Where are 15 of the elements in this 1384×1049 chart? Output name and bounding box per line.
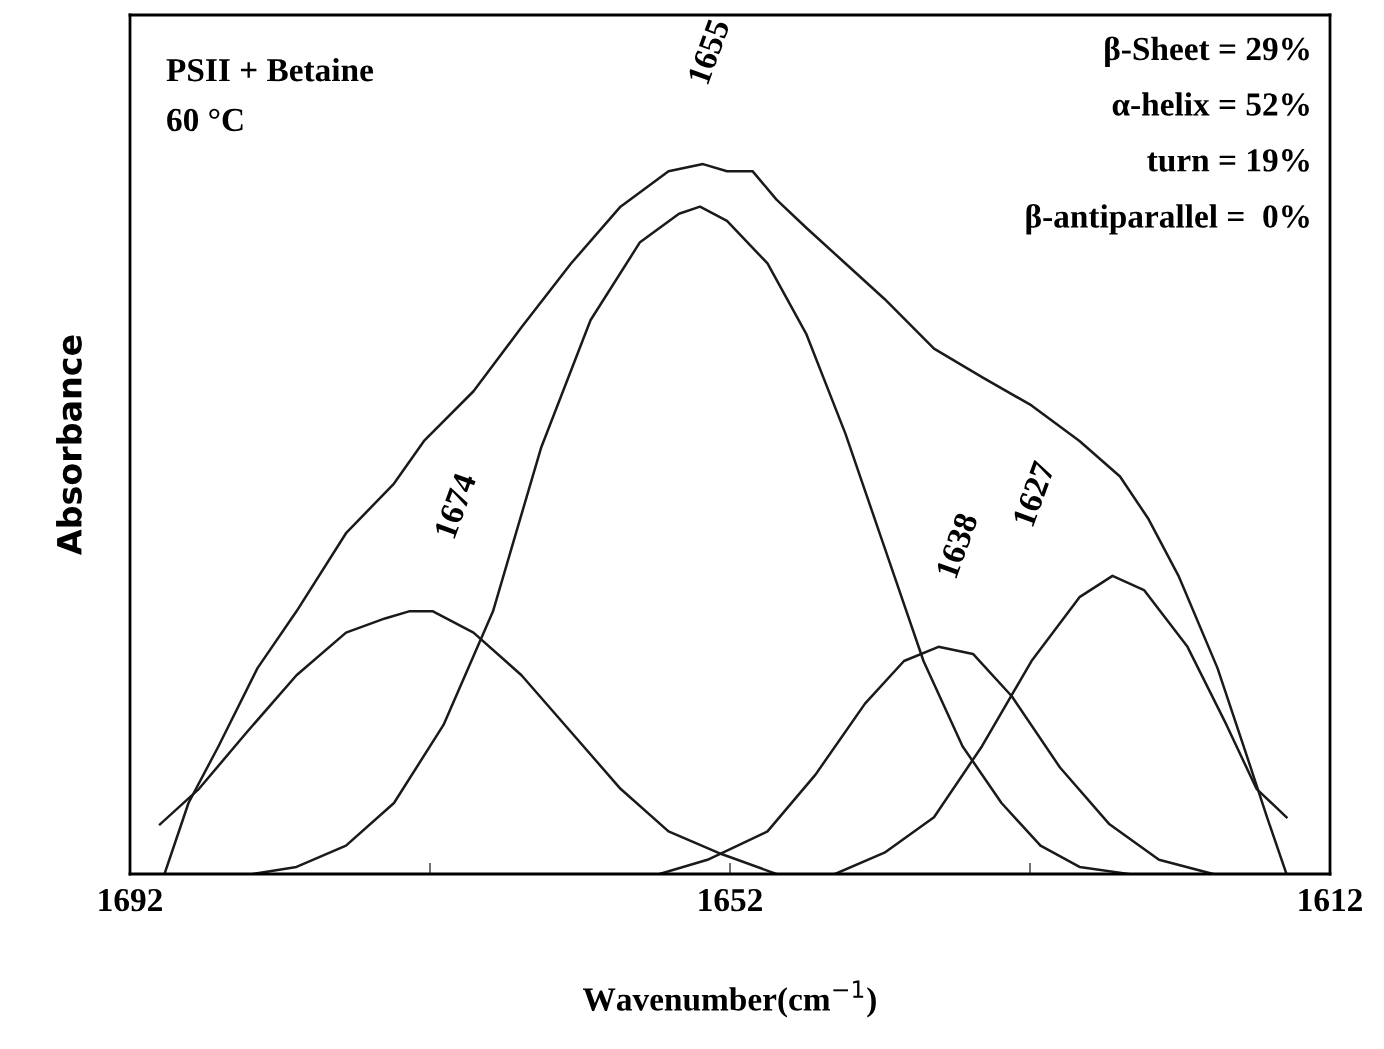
text: α-helix = 52% [1112, 92, 1309, 116]
x-tick-label: 1612 [1299, 888, 1362, 912]
annotation: β-antiparallel = 0% [1026, 203, 1309, 235]
annotation: 1674 [433, 471, 477, 539]
text: PSII + Betaine [166, 57, 374, 82]
y-axis-title: Absorbance [56, 335, 82, 555]
x-tick-label: 1652 [699, 888, 762, 912]
annotation: 1627 [1012, 459, 1056, 527]
annotation: 1655 [687, 17, 730, 85]
annotation: 1638 [935, 511, 979, 579]
x-axis-title: Wavenumber(cm$^{−1}$) [582, 980, 876, 1018]
text: β-Sheet = 29% [1105, 36, 1309, 68]
x-tick-label: 1692 [99, 888, 162, 912]
annotation: turn = 19% [1147, 149, 1309, 172]
text: 60 °C [167, 108, 243, 132]
